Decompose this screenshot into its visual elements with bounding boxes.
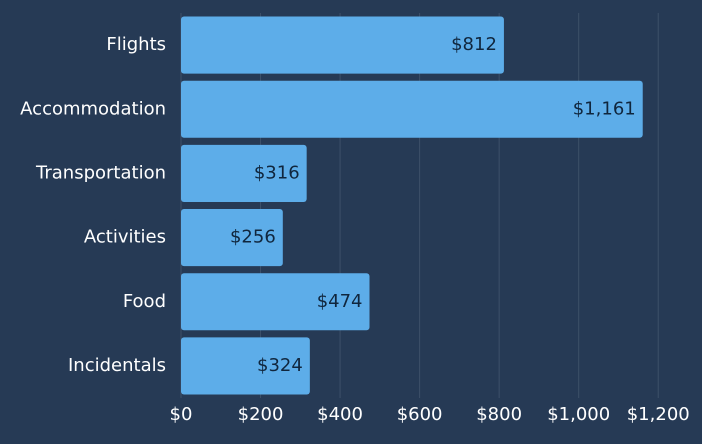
value-label: $474 [317,291,363,312]
bar [181,337,310,395]
bar [181,144,307,202]
x-tick-label: $800 [476,404,522,425]
y-tick-label: Incidentals [68,355,166,376]
bar [181,80,643,138]
x-tick-label: $600 [397,404,443,425]
value-label: $256 [230,227,276,248]
value-label: $812 [451,34,497,55]
y-tick-label: Transportation [35,162,166,183]
value-label: $316 [254,162,300,183]
bar [181,273,370,331]
y-tick-label: Flights [106,34,166,55]
y-tick-label: Activities [84,227,166,248]
x-tick-label: $400 [317,404,363,425]
x-tick-label: $200 [238,404,284,425]
y-tick-label: Accommodation [20,98,166,119]
x-tick-label: $0 [170,404,193,425]
value-label: $1,161 [573,98,636,119]
bar [181,16,504,74]
value-label: $324 [257,355,303,376]
bar [181,209,283,267]
x-tick-label: $1,000 [547,404,610,425]
y-tick-label: Food [123,291,166,312]
x-tick-label: $1,200 [627,404,690,425]
